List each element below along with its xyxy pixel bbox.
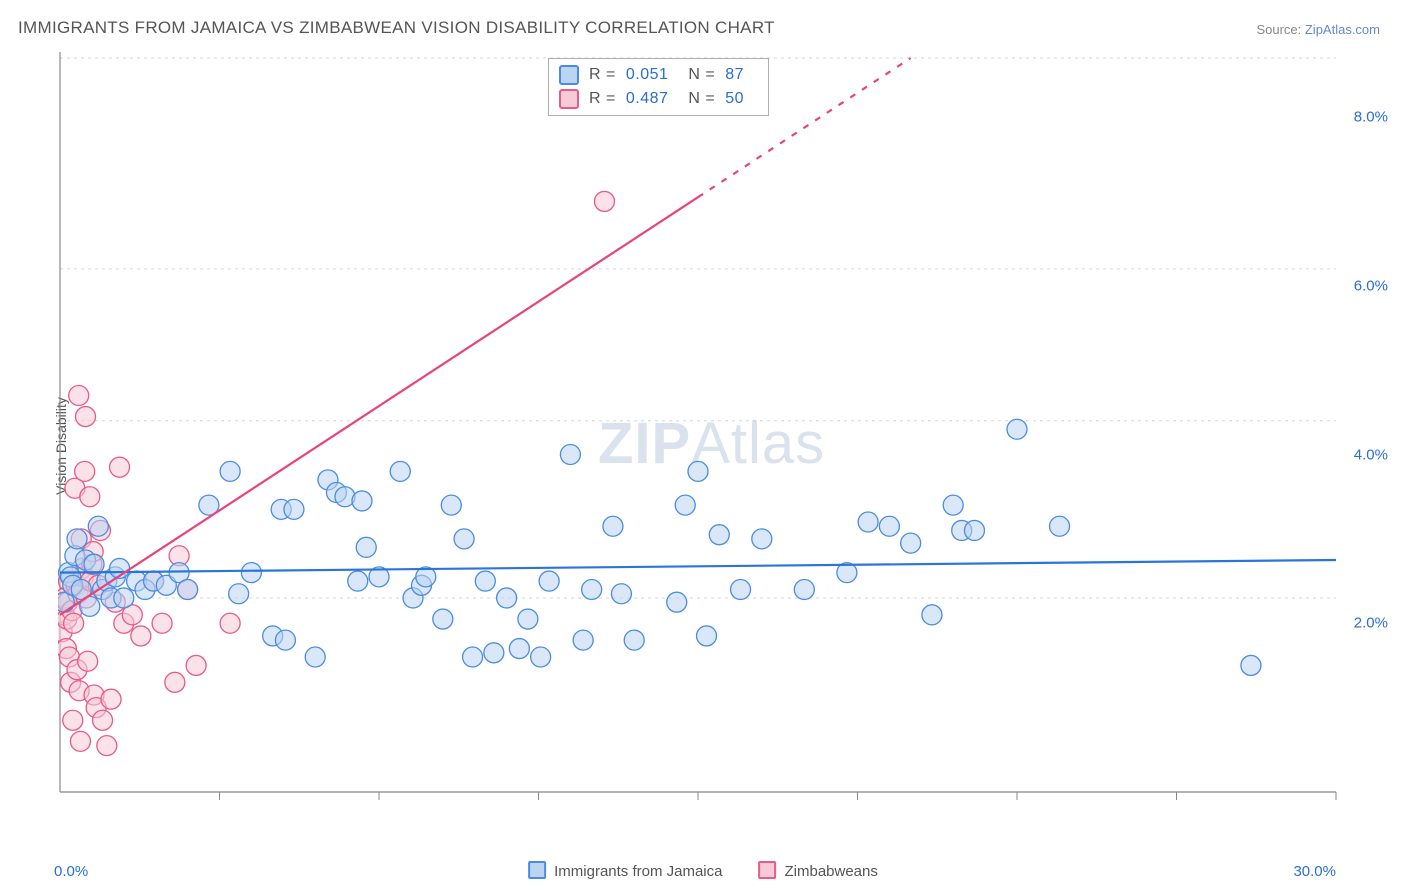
plot-area: ZIPAtlas R =0.051N =87R =0.487N =50 (58, 50, 1338, 822)
legend-n-label: N = (688, 90, 715, 108)
legend-n-value: 50 (725, 90, 744, 108)
series-legend: Immigrants from Jamaica Zimbabweans (528, 861, 878, 880)
legend-swatch (559, 65, 579, 85)
y-tick-label: 8.0% (1354, 109, 1388, 126)
y-tick-label: 6.0% (1354, 277, 1388, 294)
legend-swatch (528, 861, 546, 879)
chart-svg (58, 50, 1338, 822)
legend-swatch (559, 89, 579, 109)
y-tick-labels-container: 2.0% 4.0% 6.0% 8.0% (1318, 50, 1388, 822)
correlation-legend-row: R = 0.487 N = 50 (559, 87, 754, 111)
x-tick-label: 0.0% (54, 863, 88, 880)
source-prefix: Source: (1256, 22, 1304, 37)
y-tick-label: 2.0% (1354, 615, 1388, 632)
legend-n-value: 87 (725, 66, 744, 84)
legend-series-name: Immigrants from Jamaica (554, 863, 722, 880)
correlation-legend-box: R = 0.051 N = 87 R = 0.487 N = 50 (548, 58, 769, 116)
correlation-legend-row: R = 0.051 N = 87 (559, 63, 754, 87)
source-link[interactable]: ZipAtlas.com (1305, 22, 1380, 37)
x-tick-label: 30.0% (1293, 863, 1336, 880)
legend-n-label: N = (688, 66, 715, 84)
chart-title: IMMIGRANTS FROM JAMAICA VS ZIMBABWEAN VI… (18, 18, 775, 38)
y-tick-label: 4.0% (1354, 446, 1388, 463)
legend-swatch (758, 861, 776, 879)
legend-r-value: 0.487 (626, 90, 669, 108)
source-attribution: Source: ZipAtlas.com (1256, 22, 1380, 37)
legend-item: Zimbabweans (758, 861, 877, 880)
legend-series-name: Zimbabweans (784, 863, 877, 880)
legend-r-label: R = (589, 66, 616, 84)
legend-r-label: R = (589, 90, 616, 108)
legend-r-value: 0.051 (626, 66, 669, 84)
legend-item: Immigrants from Jamaica (528, 861, 722, 880)
